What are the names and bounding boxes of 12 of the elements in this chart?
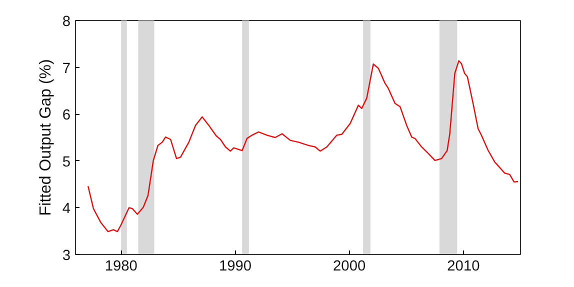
x-tick-label: 2000: [333, 258, 366, 274]
y-tick-label: 3: [62, 248, 71, 264]
y-tick-label: 6: [62, 108, 71, 124]
line-series: [87, 60, 519, 232]
y-tick-label: 8: [62, 14, 71, 30]
x-tick-label: 2010: [447, 258, 480, 274]
y-tick-label: 5: [62, 154, 71, 170]
x-tick-label: 1990: [218, 258, 252, 274]
x-tick-label: 1980: [104, 258, 138, 274]
y-tick-label: 7: [62, 60, 71, 77]
y-tick-label: 4: [62, 201, 71, 218]
y-axis-title: Fitted Output Gap (%): [37, 59, 54, 216]
